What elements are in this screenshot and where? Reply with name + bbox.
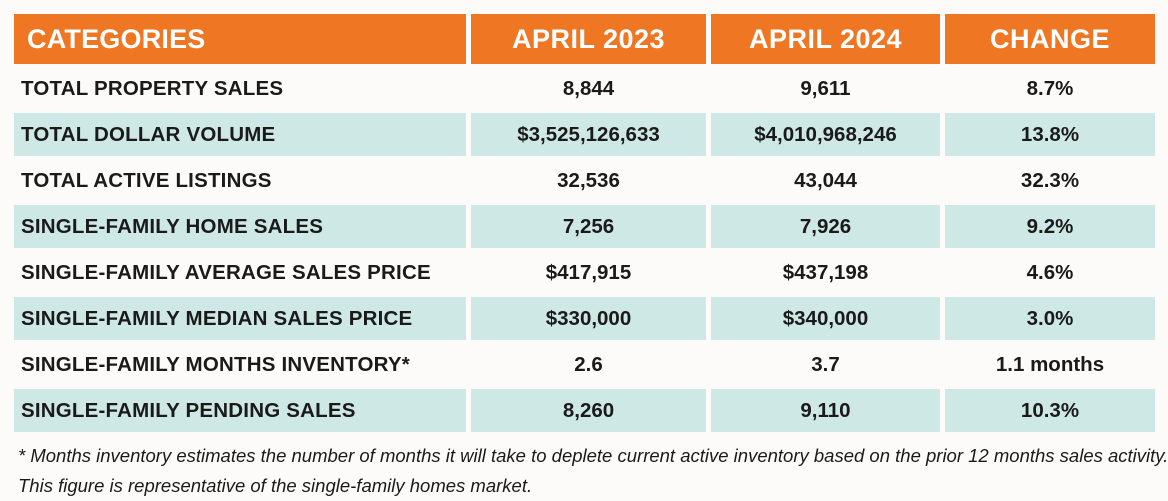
change-value-cell: 3.0% [945,297,1155,340]
category-cell: TOTAL DOLLAR VOLUME [14,113,466,156]
column-header-april-2023: APRIL 2023 [471,14,706,64]
change-value-cell: 8.7% [945,67,1155,110]
months-inventory-footnote: * Months inventory estimates the number … [18,445,1168,496]
category-cell: SINGLE-FAMILY HOME SALES [14,205,466,248]
change-value-cell: 13.8% [945,113,1155,156]
april-2023-value-cell: 8,844 [471,67,706,110]
april-2024-value-cell: 7,926 [711,205,940,248]
change-value-cell: 9.2% [945,205,1155,248]
market-stats-table: CATEGORIES APRIL 2023 APRIL 2024 CHANGE … [14,14,1155,432]
april-2024-value-cell: 43,044 [711,159,940,202]
category-cell: SINGLE-FAMILY PENDING SALES [14,389,466,432]
april-2023-value-cell: 32,536 [471,159,706,202]
change-value-cell: 32.3% [945,159,1155,202]
column-header-change: CHANGE [945,14,1155,64]
column-header-april-2024: APRIL 2024 [711,14,940,64]
april-2023-value-cell: 8,260 [471,389,706,432]
april-2024-value-cell: $340,000 [711,297,940,340]
april-2024-value-cell: 9,110 [711,389,940,432]
change-value-cell: 4.6% [945,251,1155,294]
category-cell: TOTAL ACTIVE LISTINGS [14,159,466,202]
april-2023-value-cell: $3,525,126,633 [471,113,706,156]
column-header-categories: CATEGORIES [14,14,466,64]
april-2024-value-cell: $437,198 [711,251,940,294]
april-2024-value-cell: 9,611 [711,67,940,110]
change-value-cell: 1.1 months [945,343,1155,386]
category-cell: SINGLE-FAMILY MONTHS INVENTORY* [14,343,466,386]
april-2023-value-cell: 7,256 [471,205,706,248]
category-cell: TOTAL PROPERTY SALES [14,67,466,110]
category-cell: SINGLE-FAMILY MEDIAN SALES PRICE [14,297,466,340]
category-cell: SINGLE-FAMILY AVERAGE SALES PRICE [14,251,466,294]
april-2024-value-cell: $4,010,968,246 [711,113,940,156]
april-2023-value-cell: 2.6 [471,343,706,386]
april-2023-value-cell: $330,000 [471,297,706,340]
april-2024-value-cell: 3.7 [711,343,940,386]
april-2023-value-cell: $417,915 [471,251,706,294]
change-value-cell: 10.3% [945,389,1155,432]
